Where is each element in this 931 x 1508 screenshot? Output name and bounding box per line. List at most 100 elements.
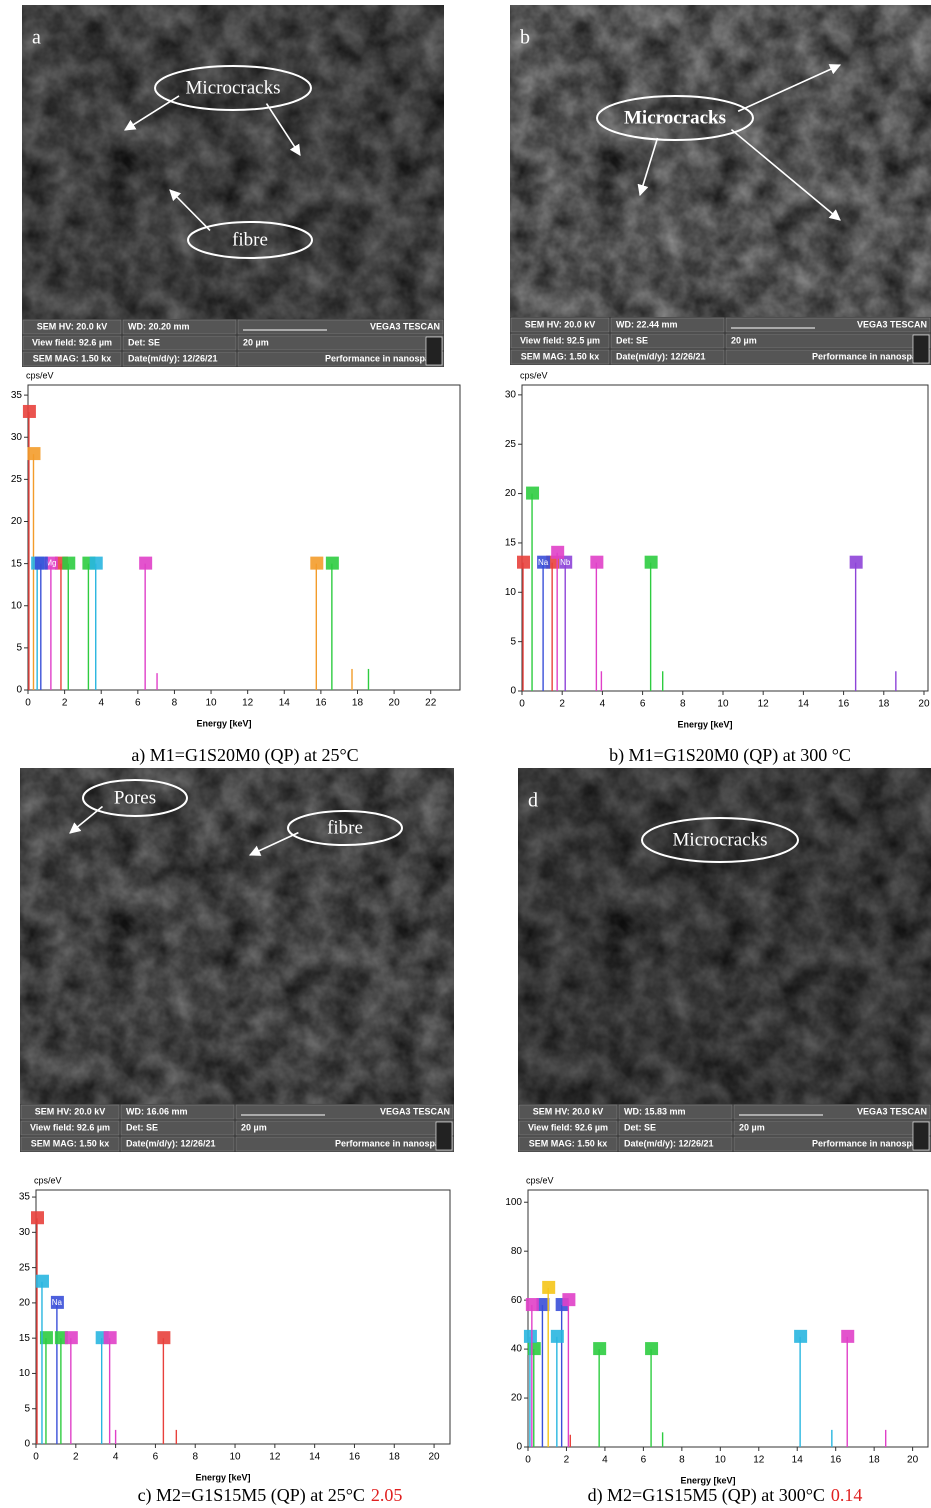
x-axis-label: Energy [keV] [677, 719, 732, 729]
info-text: SEM MAG: 1.50 kx [521, 351, 600, 361]
plot-frame [528, 1190, 928, 1447]
x-tick-label: 18 [878, 699, 890, 710]
y-tick-label: 5 [510, 636, 516, 647]
y-axis-label: cps/eV [26, 370, 54, 380]
peak-label-box [326, 557, 339, 570]
x-tick-label: 20 [907, 1455, 919, 1466]
caption-note: 0.14 [831, 1485, 863, 1505]
info-text: SEM MAG: 1.50 kx [33, 353, 112, 363]
sem-texture [518, 768, 931, 1152]
caption: a) M1=G1S20M0 (QP) at 25°C [131, 745, 358, 766]
x-tick-label: 0 [519, 699, 525, 710]
x-tick-label: 4 [98, 698, 104, 709]
x-tick-label: 8 [172, 698, 178, 709]
info-text: Date(m/d/y): 12/26/21 [616, 351, 706, 361]
peak-label-box [645, 1342, 658, 1355]
x-tick-label: 10 [229, 1452, 241, 1463]
peak-label-box [850, 556, 863, 569]
y-axis-label: cps/eV [34, 1175, 62, 1185]
x-tick-label: 12 [758, 699, 770, 710]
peak-label-box [524, 1330, 537, 1343]
peak-label-box [526, 487, 539, 500]
x-tick-label: 22 [425, 698, 437, 709]
x-tick-label: 18 [352, 698, 364, 709]
info-text: 20 µm [739, 1122, 765, 1132]
x-tick-label: 12 [269, 1452, 281, 1463]
x-tick-label: 16 [830, 1455, 842, 1466]
annotation-label: fibre [232, 229, 268, 250]
panel-letter: a [32, 27, 41, 49]
info-text: WD: 22.44 mm [616, 319, 678, 329]
x-tick-label: 0 [33, 1452, 39, 1463]
caption: d) M2=G1S15M5 (QP) at 300°C 0.14 [588, 1485, 863, 1506]
peak-label-box [542, 1281, 555, 1294]
y-tick-label: 15 [505, 538, 517, 549]
peak-label-box [551, 546, 564, 559]
y-tick-label: 20 [19, 1298, 31, 1309]
panel-letter: d [528, 790, 538, 812]
peak-label-box [590, 556, 603, 569]
info-text: Date(m/d/y): 12/26/21 [126, 1138, 216, 1148]
logo [426, 337, 442, 365]
info-text: SEM HV: 20.0 kV [525, 319, 596, 329]
y-tick-label: 10 [19, 1368, 31, 1379]
peak-label: Nb [560, 558, 571, 567]
y-tick-label: 5 [24, 1403, 30, 1414]
y-tick-label: 25 [505, 439, 517, 450]
sem-texture [20, 768, 454, 1152]
annotation-label: Microcracks [673, 829, 768, 850]
info-text: WD: 20.20 mm [128, 321, 190, 331]
sem-panel: a Microcracks fibre SEM HV: 20.0 kV WD: 20.2… [22, 5, 444, 367]
x-tick-label: 4 [600, 699, 606, 710]
x-tick-label: 2 [559, 699, 565, 710]
sem-panel: PoresfibreSEM HV: 20.0 kVWD: 16.06 mmVEG… [20, 768, 454, 1152]
y-tick-label: 25 [11, 474, 23, 485]
x-tick-label: 14 [792, 1455, 804, 1466]
caption-text: c) M2=G1S15M5 (QP) at 25°C [138, 1485, 365, 1506]
info-text: 20 µm [243, 337, 269, 347]
x-tick-label: 16 [315, 698, 327, 709]
y-tick-label: 20 [11, 516, 23, 527]
y-tick-label: 20 [505, 488, 517, 499]
peak-label-box [65, 1331, 78, 1344]
x-tick-label: 4 [113, 1452, 119, 1463]
figure: a Microcracks fibre SEM HV: 20.0 kV WD: 20.2… [0, 0, 931, 1508]
y-tick-label: 0 [516, 1442, 522, 1453]
x-tick-label: 4 [602, 1455, 608, 1466]
x-axis-label: Energy [keV] [196, 718, 251, 728]
info-text: SEM HV: 20.0 kV [37, 321, 108, 331]
info-text: Performance in nanospace [325, 353, 440, 363]
x-tick-label: 6 [640, 699, 646, 710]
x-tick-label: 6 [153, 1452, 159, 1463]
peak-label-box [310, 557, 323, 570]
x-tick-label: 6 [135, 698, 141, 709]
caption-text: d) M2=G1S15M5 (QP) at 300°C [588, 1485, 825, 1506]
y-tick-label: 30 [11, 432, 23, 443]
x-tick-label: 20 [429, 1452, 441, 1463]
x-tick-label: 20 [389, 698, 401, 709]
peak-label-box [562, 1293, 575, 1306]
x-tick-label: 8 [679, 1455, 685, 1466]
peak-label-box [139, 557, 152, 570]
x-tick-label: 2 [564, 1455, 570, 1466]
peak-label-box [526, 1298, 539, 1311]
peak-label-box [794, 1330, 807, 1343]
x-tick-label: 8 [192, 1452, 198, 1463]
y-tick-label: 35 [11, 390, 23, 401]
annotation-label: Microcracks [186, 77, 281, 98]
peak-label-box [27, 447, 40, 460]
info-text: WD: 16.06 mm [126, 1106, 188, 1116]
info-text: SEM MAG: 1.50 kx [31, 1138, 110, 1148]
info-text: Det: SE [624, 1122, 656, 1132]
y-tick-label: 30 [505, 390, 517, 401]
y-tick-label: 35 [19, 1192, 31, 1203]
plot-frame [36, 1190, 450, 1444]
peak-label-box [517, 556, 530, 569]
peak-label-box [90, 557, 103, 570]
info-text: VEGA3 TESCAN [380, 1106, 450, 1116]
y-tick-label: 25 [19, 1262, 31, 1273]
y-tick-label: 15 [11, 558, 23, 569]
y-tick-label: 100 [505, 1197, 522, 1208]
panel-letter: b [520, 27, 530, 49]
